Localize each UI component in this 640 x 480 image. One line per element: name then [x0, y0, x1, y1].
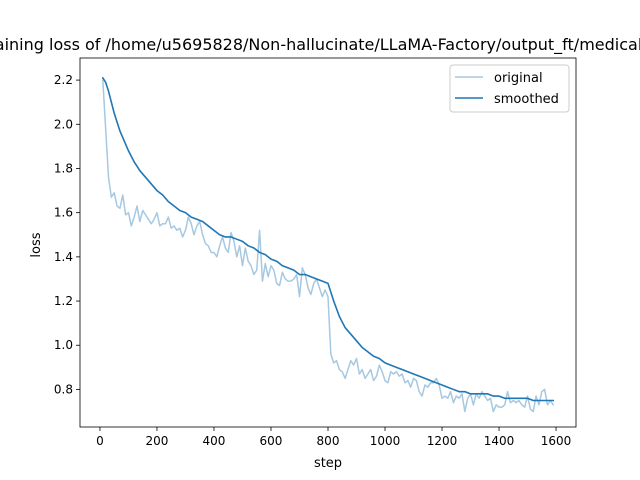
legend: original smoothed	[449, 64, 570, 113]
x-tick-label: 0	[96, 434, 104, 448]
x-axis-label: step	[314, 456, 342, 471]
legend-label-original: original	[494, 71, 543, 86]
y-tick-label: 1.0	[54, 338, 73, 352]
y-axis-label: loss	[29, 232, 44, 257]
x-tick-label: 200	[146, 434, 169, 448]
series-lines	[101, 76, 555, 413]
y-tick-label: 2.2	[54, 73, 73, 87]
y-axis: 0.8 1.0 1.2 1.4 1.6 1.8 2.0 2.2	[54, 73, 80, 396]
y-tick-label: 1.6	[54, 206, 73, 220]
x-tick-label: 800	[317, 434, 340, 448]
series-line-original	[102, 79, 555, 413]
x-tick-label: 1400	[484, 434, 515, 448]
y-tick-label: 1.8	[54, 161, 73, 175]
series-line-smoothed	[101, 76, 555, 402]
x-tick-label: 1000	[370, 434, 401, 448]
x-tick-label: 600	[260, 434, 283, 448]
x-axis: 0 200 400 600 800 1000 1200 1400 1600	[96, 427, 571, 448]
x-tick-label: 1200	[427, 434, 458, 448]
x-tick-label: 1600	[541, 434, 572, 448]
x-tick-label: 400	[203, 434, 226, 448]
y-tick-label: 1.4	[54, 250, 73, 264]
y-tick-label: 1.2	[54, 294, 73, 308]
chart-title: training loss of /home/u5695828/Non-hall…	[0, 35, 640, 55]
y-tick-label: 0.8	[54, 382, 73, 396]
y-tick-label: 2.0	[54, 117, 73, 131]
legend-label-smoothed: smoothed	[494, 92, 559, 107]
